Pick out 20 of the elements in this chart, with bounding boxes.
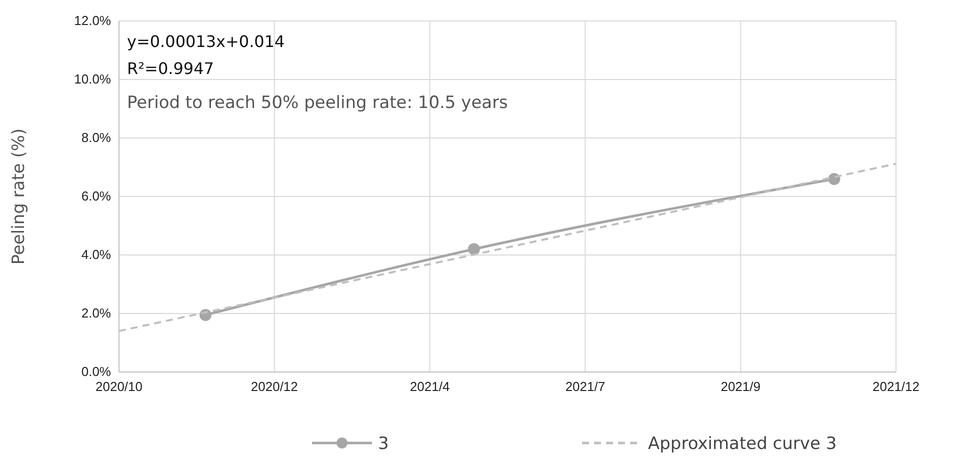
legend-label: 3 <box>378 434 389 454</box>
annotation: y=0.00013x+0.014 <box>127 32 285 51</box>
x-tick-label: 2020/10 <box>96 379 142 394</box>
x-tick-label: 2021/7 <box>565 379 606 394</box>
x-tick-label: 2021/9 <box>720 379 760 394</box>
annotation: R²=0.9947 <box>127 59 214 78</box>
x-tick-label: 2021/12 <box>872 379 920 394</box>
y-tick-label: 8.0% <box>81 130 112 146</box>
legend-label: Approximated curve 3 <box>648 434 837 454</box>
annotation: Period to reach 50% peeling rate: 10.5 years <box>127 93 508 113</box>
y-tick-label: 0.0% <box>81 364 112 380</box>
y-tick-label: 10.0% <box>74 72 112 87</box>
y-tick-label: 2.0% <box>81 306 112 321</box>
point <box>468 243 480 256</box>
y-tick-label: 6.0% <box>81 188 112 204</box>
y-tick-label: 4.0% <box>81 247 112 262</box>
y-axis-title: Peeling rate (%) <box>9 128 29 265</box>
x-tick-label: 2021/4 <box>410 379 450 394</box>
x-tick-label: 2020/12 <box>250 379 298 394</box>
y-tick-label: 12.0% <box>74 13 112 28</box>
